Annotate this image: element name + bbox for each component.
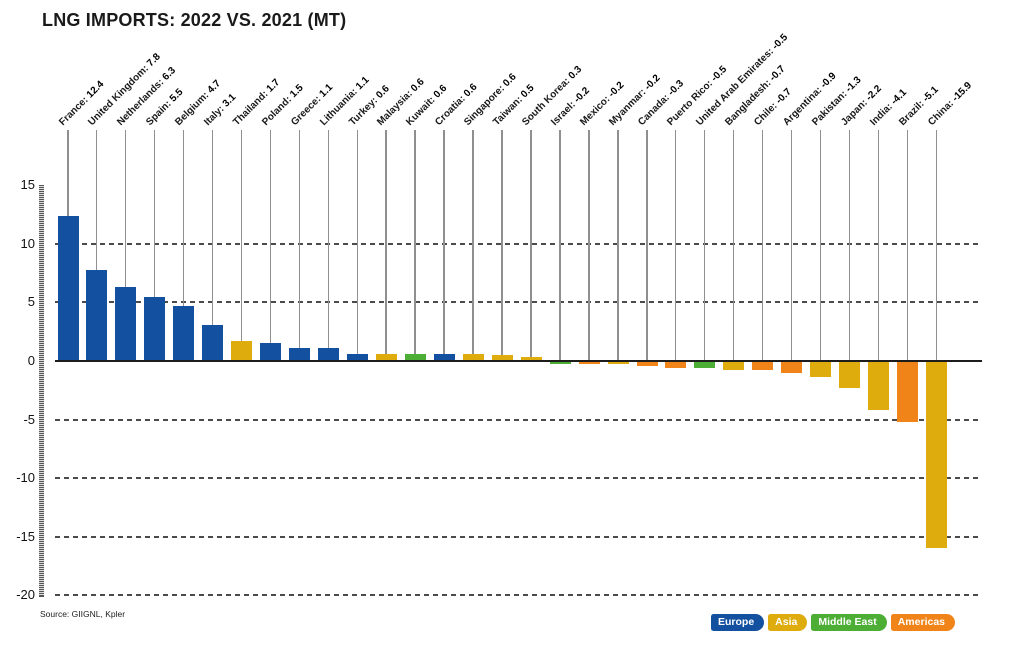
bar-leader-line <box>443 130 445 354</box>
bar-leader-line <box>501 130 503 356</box>
bar-italy <box>202 324 224 361</box>
bar-argentina <box>781 362 803 373</box>
bar-thailand <box>231 341 253 361</box>
bar-leader-line <box>211 130 214 325</box>
bar-leader-line <box>356 130 358 354</box>
bar-leader-line <box>935 130 937 361</box>
bar-leader-line <box>269 130 272 344</box>
bar-turkey <box>347 353 368 361</box>
bar-taiwan <box>491 355 513 361</box>
bar-greece <box>289 348 311 361</box>
y-tick-label: -20 <box>16 587 35 603</box>
legend-item-americas: Americas <box>890 614 955 631</box>
y-tick-label: -15 <box>16 528 35 544</box>
y-gridline <box>55 594 982 597</box>
legend-item-middle-east: Middle East <box>811 614 887 631</box>
bar-leader-line <box>790 130 793 361</box>
bar-leader-line <box>732 130 735 361</box>
y-gridline <box>55 477 982 480</box>
legend-item-europe: Europe <box>711 614 765 631</box>
bar-kuwait <box>404 353 426 361</box>
bar-leader-line <box>674 130 677 361</box>
bar-bangladesh <box>723 362 745 371</box>
bar-france <box>57 215 79 361</box>
y-gridline <box>55 242 982 245</box>
bar-leader-line <box>617 130 619 361</box>
bar-india <box>868 362 890 411</box>
bar-leader-line <box>153 130 156 297</box>
bar-malaysia <box>375 353 397 361</box>
bar-leader-line <box>327 130 330 349</box>
bar-singapore <box>462 353 484 361</box>
bar-leader-line <box>848 130 851 361</box>
bar-leader-line <box>67 130 69 216</box>
y-gridline <box>55 301 982 304</box>
bar-leader-line <box>588 130 590 361</box>
legend: Europe Asia Middle East Americas <box>711 614 955 631</box>
bar-pakistan <box>810 362 832 378</box>
y-tick-label: -5 <box>23 411 35 427</box>
bar-leader-line <box>906 130 909 361</box>
zero-axis-line <box>55 360 982 362</box>
y-gridline <box>55 418 982 421</box>
bar-israel <box>549 362 571 365</box>
bar-japan <box>839 362 861 388</box>
bar-puerto-rico <box>665 362 687 368</box>
chart-title: LNG IMPORTS: 2022 VS. 2021 (MT) <box>42 10 347 30</box>
bar-leader-line <box>559 130 561 361</box>
bar-leader-line <box>761 130 764 361</box>
bar-canada <box>636 362 658 366</box>
y-tick-label: 0 <box>27 353 35 368</box>
bar-chile <box>752 362 774 371</box>
y-tick-label: 10 <box>20 235 35 251</box>
bar-leader-line <box>95 130 98 270</box>
bar-united-kingdom <box>86 269 108 361</box>
bar-leader-line <box>182 130 185 306</box>
bar-leader-line <box>385 130 387 354</box>
y-gridline <box>55 535 982 538</box>
source-note: Source: GIIGNL, Kpler <box>40 609 126 619</box>
bar-leader-line <box>703 130 706 361</box>
bar-leader-line <box>240 130 243 342</box>
bar-south-korea <box>520 357 542 361</box>
bar-leader-line <box>877 130 880 361</box>
bar-belgium <box>173 305 195 361</box>
bar-china <box>926 362 947 549</box>
bar-brazil <box>897 362 919 422</box>
y-tick-label: 5 <box>27 294 35 310</box>
bar-poland <box>260 343 282 361</box>
bar-leader-line <box>472 130 474 354</box>
bar-spain <box>144 296 166 361</box>
bar-leader-line <box>414 130 416 354</box>
bar-netherlands <box>115 287 137 361</box>
bar-leader-line <box>819 130 822 361</box>
bar-leader-line <box>646 130 648 361</box>
y-axis-ruler <box>39 185 44 598</box>
bar-united-arab-emirates <box>694 362 716 368</box>
bar-myanmar <box>607 362 629 365</box>
bar-lithuania <box>318 348 340 361</box>
bar-leader-line <box>298 130 301 349</box>
legend-item-asia: Asia <box>768 614 808 631</box>
y-tick-label: -10 <box>16 470 35 486</box>
bar-leader-line <box>124 130 127 288</box>
bar-leader-line <box>530 130 532 358</box>
bar-mexico <box>578 362 600 365</box>
bar-croatia <box>433 353 455 361</box>
y-tick-label: 15 <box>20 177 35 193</box>
